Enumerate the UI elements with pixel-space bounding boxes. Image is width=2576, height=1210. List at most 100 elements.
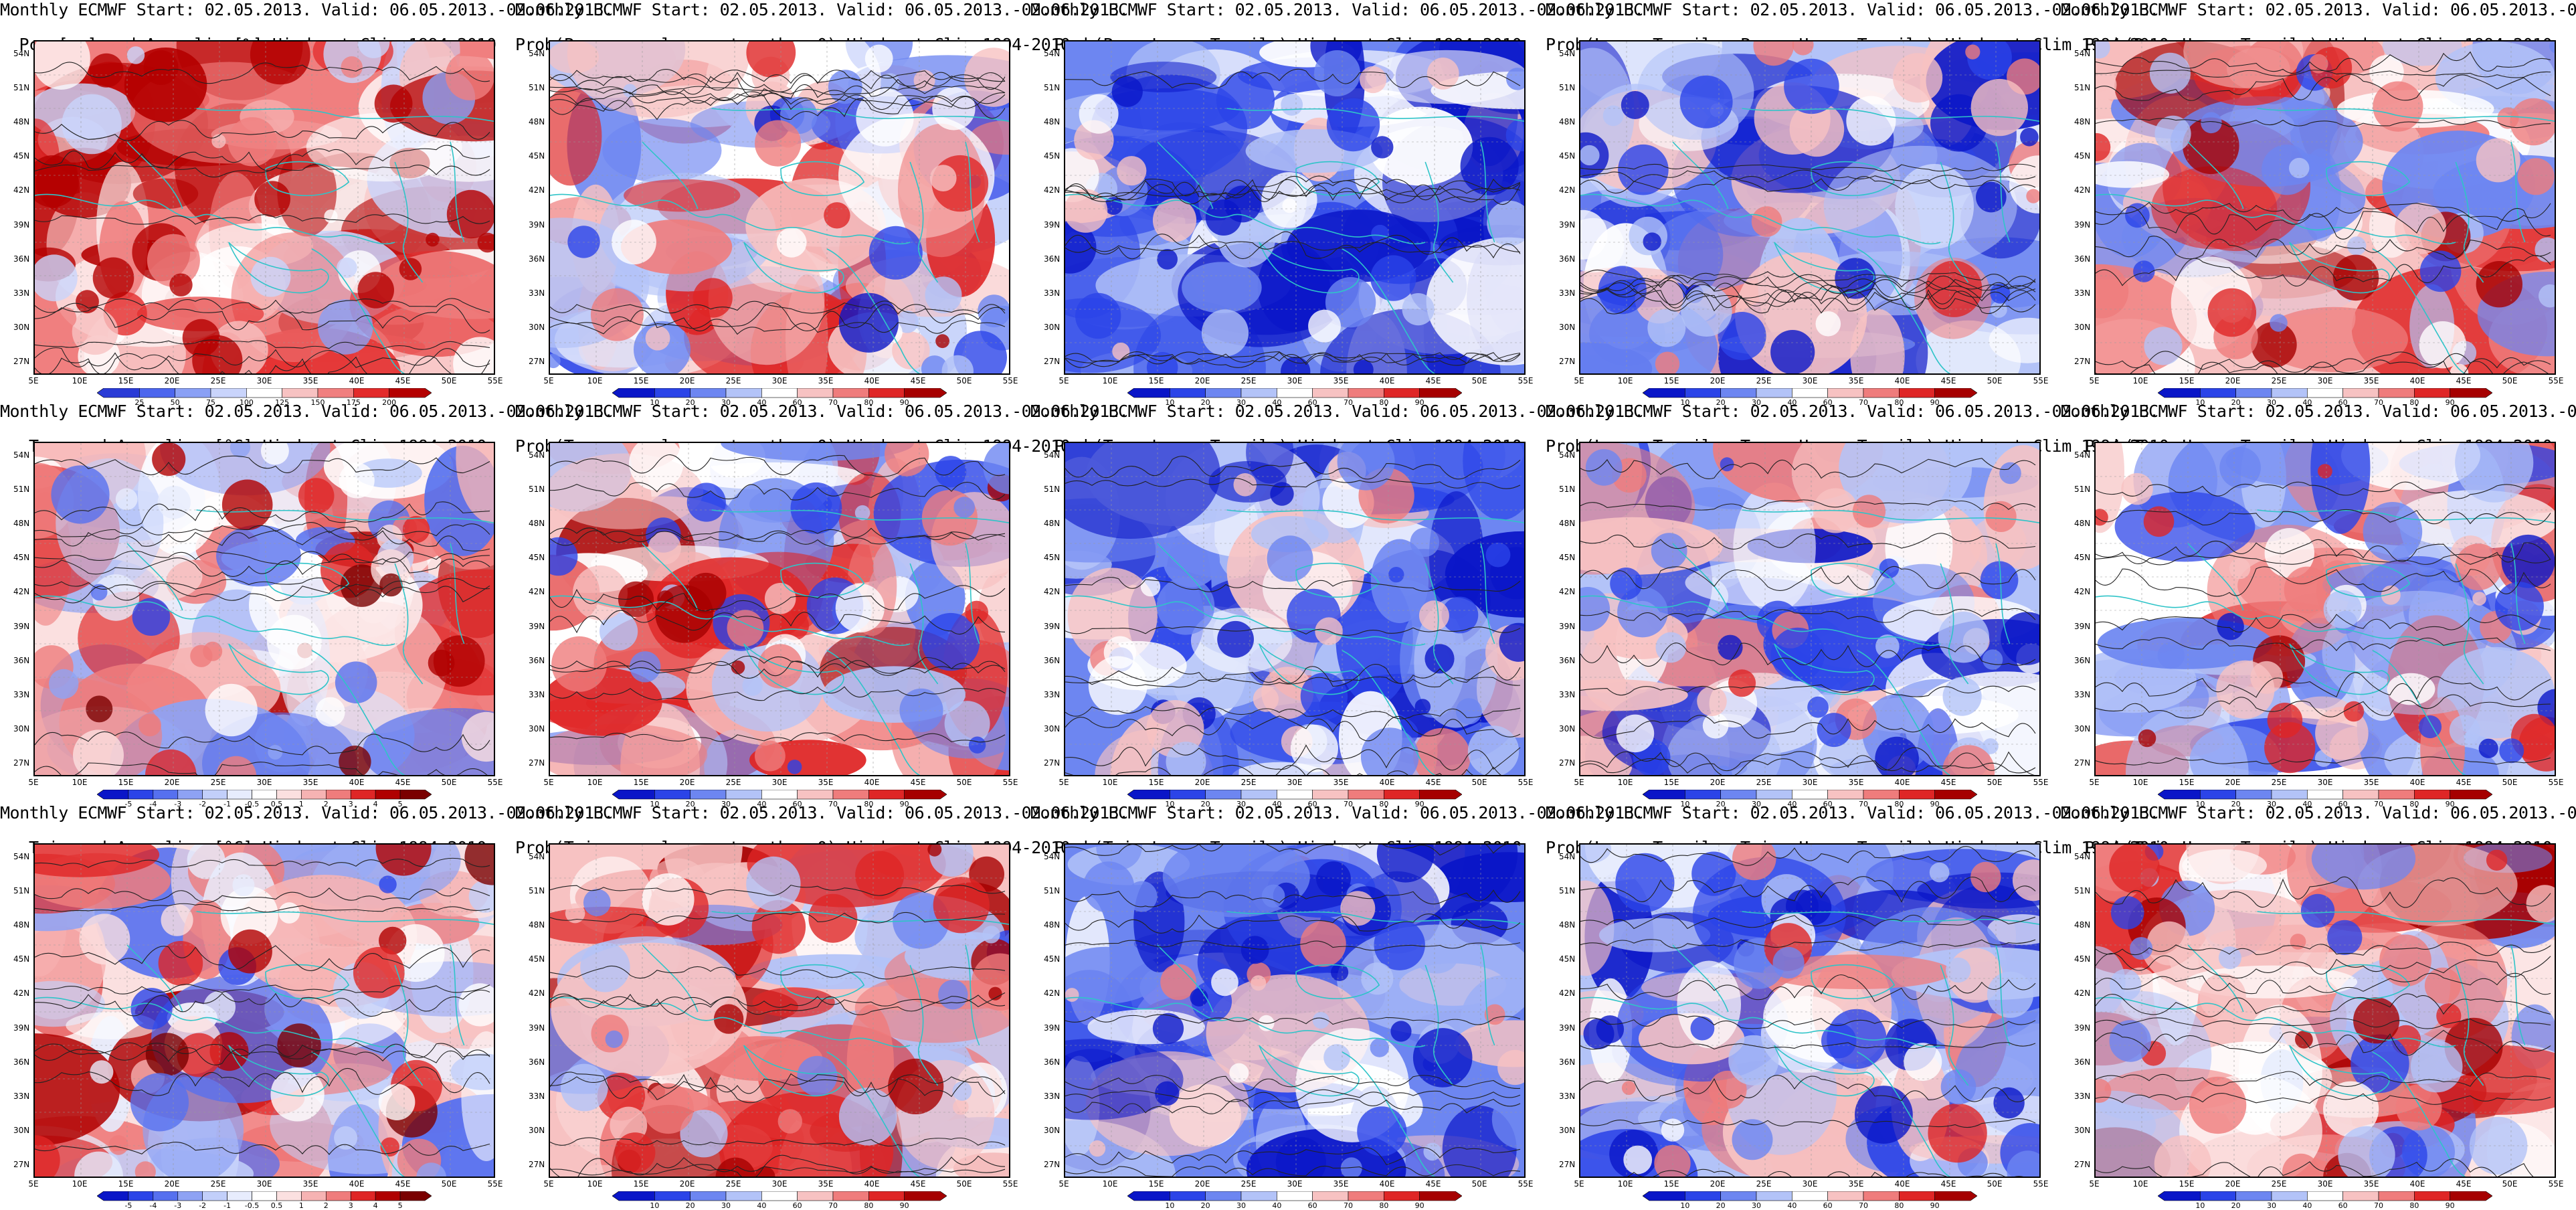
lon-tick-label: 40E [1894,778,1910,787]
lat-tick-label: 39N [13,220,30,230]
colorbar-swatch [797,789,834,800]
lon-tick-label: 50E [1987,376,2003,385]
panel-title-line1: Monthly ECMWF Start: 02.05.2013. Valid: … [1030,402,1644,421]
colorbar-swatch [1863,387,1900,398]
field-shading [1580,443,2039,775]
colorbar-label: 20 [685,800,695,808]
colorbar-swatch [1899,1191,1935,1201]
lat-tick-label: 39N [529,1023,545,1033]
lat-tick-label: 45N [1044,553,1061,563]
lon-tick-label: 40E [349,376,365,385]
colorbar-label: -2 [199,1201,207,1210]
map-gridlines [35,443,494,775]
lat-tick-label: 48N [1044,117,1061,127]
colorbar-swatch [1934,789,1978,800]
colorbar-swatch [2235,387,2272,398]
lon-tick-label: 20E [1710,778,1726,787]
colorbar-swatch [252,1191,277,1201]
panel-title-line1: Monthly ECMWF Start: 02.05.2013. Valid: … [2061,803,2576,823]
colorbar-label: 30 [1236,398,1246,407]
colorbar-swatch [1934,1191,1978,1201]
lat-tick-label: 36N [13,1057,30,1067]
lon-tick-label: 55E [1517,376,1534,385]
map-gridlines [1580,443,2039,775]
lat-tick-label: 27N [13,1160,30,1169]
lon-tick-label: 45E [1425,376,1441,385]
lat-tick-label: 33N [1559,1091,1576,1101]
lon-tick-label: 30E [1802,778,1818,787]
lat-tick-label: 48N [1559,117,1576,127]
colorbar-swatch [139,387,175,398]
forecast-panel: Monthly ECMWF Start: 02.05.2013. Valid: … [515,402,1129,809]
lon-tick-label: 35E [1333,376,1349,385]
colorbar-label: 60 [792,398,802,407]
panel-title-line1: Monthly ECMWF Start: 02.05.2013. Valid: … [2061,0,2576,19]
colorbar-label: 70 [2374,800,2383,808]
lat-tick-label: 54N [529,49,545,58]
colorbar-label: 90 [2445,800,2455,808]
lon-tick-label: 50E [2502,1179,2518,1189]
lat-tick-label: 42N [529,988,545,999]
colorbar-swatch [2271,789,2308,800]
colorbar-swatch [227,1191,252,1201]
colorbar-label: 40 [2302,1201,2312,1210]
forecast-panel: Monthly ECMWF Start: 02.05.2013. Valid: … [2061,803,2576,1210]
lat-tick-label: 36N [1044,254,1061,264]
lat-tick-label: 33N [1559,689,1576,699]
lat-tick-label: 51N [1559,83,1576,93]
lon-tick-label: 20E [1710,376,1726,385]
colorbar-swatch [2414,1191,2450,1201]
colorbar-swatch [1792,1191,1828,1201]
lon-tick-label: 15E [2179,778,2195,787]
lat-tick-label: 33N [2074,689,2091,699]
colorbar-swatch [1312,789,1349,800]
forecast-panel: Monthly ECMWF Start: 02.05.2013. Valid: … [1030,402,1644,809]
colorbar-swatch [276,1191,302,1201]
lat-tick-label: 39N [1044,621,1061,631]
colorbar-swatch [1348,1191,1384,1201]
lon-tick-label: 40E [2409,376,2425,385]
lon-tick-label: 20E [1194,778,1210,787]
lat-tick-label: 42N [529,587,545,597]
lon-tick-label: 45E [910,778,926,787]
colorbar-swatch [1348,387,1384,398]
lon-tick-label: 20E [164,376,180,385]
lat-tick-label: 39N [2074,621,2091,631]
colorbar-swatch [1792,789,1828,800]
lon-tick-label: 15E [1663,778,1679,787]
panel-title-line1: Monthly ECMWF Start: 02.05.2013. Valid: … [515,803,1129,823]
colorbar-label: 30 [2267,1201,2276,1210]
colorbar-swatch [868,1191,905,1201]
colorbar-label: -5 [124,800,132,808]
lat-tick-label: 27N [2074,357,2091,366]
coastline-overlay [550,108,1009,373]
lon-tick-label: 10E [2132,1179,2148,1189]
lon-tick-label: 20E [2225,778,2241,787]
lat-tick-label: 30N [1044,723,1061,733]
colorbar-swatch [202,1191,227,1201]
colorbar-label: 10 [650,1201,660,1210]
lat-tick-label: 54N [529,450,545,460]
lon-tick-label: 50E [1987,1179,2003,1189]
colorbar-label: 90 [1930,398,1940,407]
contour-lines [35,857,490,1156]
lon-tick-label: 50E [441,1179,457,1189]
lon-tick-label: 20E [1194,376,1210,385]
lon-tick-label: 5E [2089,778,2100,787]
lat-tick-label: 54N [2074,49,2091,58]
colorbar-label: 40 [1787,1201,1797,1210]
colorbar-swatch [175,387,211,398]
colorbar-swatch [1277,387,1313,398]
panel-title-line1: Monthly ECMWF Start: 02.05.2013. Valid: … [1030,0,1644,19]
colorbar-swatch [1827,789,1864,800]
colorbar-label: 5 [397,1201,403,1210]
forecast-panel: Monthly ECMWF Start: 02.05.2013. Valid: … [515,803,1129,1210]
lon-tick-label: 5E [28,376,39,385]
lat-tick-label: 45N [1044,151,1061,161]
lon-tick-label: 50E [956,1179,972,1189]
colorbar-swatch [1863,789,1900,800]
lat-tick-label: 36N [1044,1057,1061,1067]
lon-tick-label: 10E [1102,376,1118,385]
colorbar-swatch [2157,1191,2201,1201]
contour-lines [2096,481,2551,766]
